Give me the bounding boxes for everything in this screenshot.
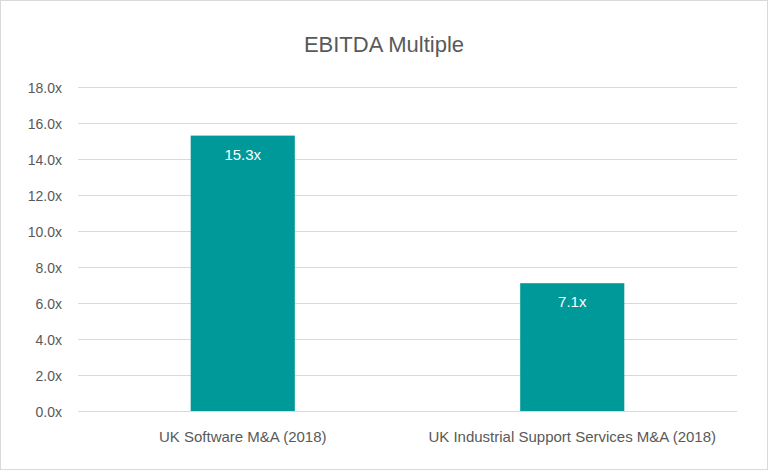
chart-frame: [1, 1, 768, 470]
y-tick-label: 2.0x: [36, 368, 62, 384]
y-tick-label: 4.0x: [36, 332, 62, 348]
y-tick-label: 10.0x: [28, 224, 62, 240]
grid-line: [78, 267, 737, 268]
y-tick-label: 8.0x: [36, 260, 62, 276]
grid-line: [78, 411, 737, 412]
chart-title: EBITDA Multiple: [304, 32, 464, 57]
grid-line: [78, 87, 737, 88]
y-tick-label: 14.0x: [28, 152, 62, 168]
bar: [191, 136, 295, 411]
grid-line: [78, 123, 737, 124]
grid-line: [78, 303, 737, 304]
data-label: 15.3x: [224, 146, 261, 163]
grid-line: [78, 339, 737, 340]
chart: EBITDA Multiple 0.0x 2.0x 4.0x 6.0x 8.0x 10.0x…: [0, 0, 768, 470]
labels: 15.3x UK Software M&A (2018) 7.1x UK Indust…: [159, 146, 716, 445]
grid-line: [78, 375, 737, 376]
grid-line: [78, 195, 737, 196]
x-tick-label: UK Industrial Support Services M&A (2018…: [428, 428, 716, 445]
bars: [191, 136, 625, 411]
bar: [520, 283, 624, 411]
y-tick-label: 0.0x: [36, 404, 62, 420]
y-tick-label: 16.0x: [28, 116, 62, 132]
grid-line: [78, 159, 737, 160]
y-tick-label: 18.0x: [28, 80, 62, 96]
x-tick-label: UK Software M&A (2018): [159, 428, 327, 445]
y-tick-label: 12.0x: [28, 188, 62, 204]
grid-line: [78, 231, 737, 232]
y-tick-label: 6.0x: [36, 296, 62, 312]
data-label: 7.1x: [558, 293, 587, 310]
